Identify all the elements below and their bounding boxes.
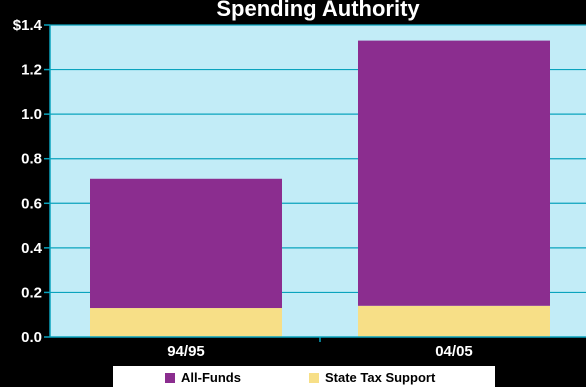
legend-swatch-all-funds [165, 372, 175, 383]
legend: All-Funds State Tax Support [113, 366, 495, 387]
bar-all-funds-0 [90, 178, 282, 309]
y-tick-label-7: $1.4 [13, 17, 43, 34]
y-tick-label-6: 1.2 [21, 62, 42, 79]
bar-state-tax-support-1 [358, 305, 550, 337]
y-tick-labels: 0.0 0.2 0.4 0.6 0.8 1.0 1.2 $1.4 [13, 17, 43, 346]
y-tick-label-3: 0.6 [21, 195, 42, 212]
chart-title: Spending Authority [216, 0, 420, 21]
axes [44, 24, 586, 342]
bar-all-funds-1 [358, 40, 550, 306]
legend-label-all-funds: All-Funds [181, 370, 241, 385]
legend-swatch-state-tax-support [309, 372, 319, 383]
legend-item-state-tax-support: State Tax Support [309, 370, 435, 385]
y-tick-label-5: 1.0 [21, 106, 42, 123]
x-category-labels: 94/95 04/05 [167, 343, 473, 360]
y-tick-label-0: 0.0 [21, 329, 42, 346]
bar-state-tax-support-0 [90, 308, 282, 337]
legend-label-state-tax-support: State Tax Support [325, 370, 436, 385]
y-tick-label-4: 0.8 [21, 151, 42, 168]
unit-label: In Billions of Dollars [54, 9, 169, 24]
x-category-label-1: 04/05 [435, 343, 473, 360]
y-tick-label-1: 0.2 [21, 284, 42, 301]
legend-item-all-funds: All-Funds [165, 370, 241, 385]
bars [90, 40, 550, 337]
x-category-label-0: 94/95 [167, 343, 205, 360]
y-tick-label-2: 0.4 [21, 240, 43, 257]
